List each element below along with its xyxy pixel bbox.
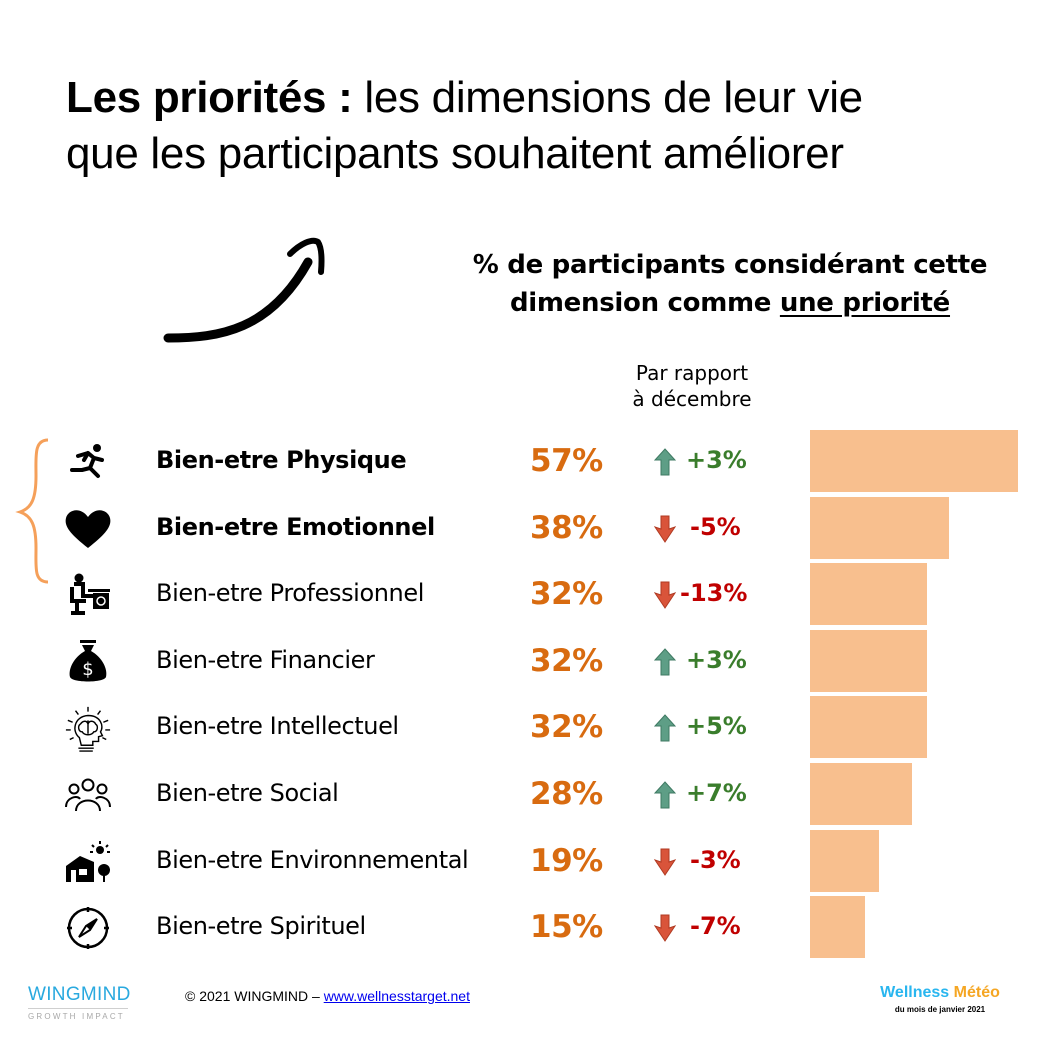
category-label: Bien-etre Intellectuel (156, 712, 399, 741)
heart-icon (64, 507, 112, 551)
category-label: Bien-etre Physique (156, 446, 407, 474)
category-label: Bien-etre Professionnel (156, 579, 424, 608)
bar (810, 563, 927, 626)
highlight-brace (15, 438, 49, 584)
up-arrow-icon (653, 714, 677, 742)
value-label: 57% (530, 443, 603, 479)
copyright: © 2021 WINGMIND – www.wellnesstarget.net (185, 988, 470, 1004)
value-label: 38% (530, 509, 603, 546)
bar (810, 763, 913, 825)
change-label: +3% (686, 645, 747, 674)
chart-row: Bien-etre Social 28% +7% (0, 763, 1040, 825)
svg-text:$: $ (82, 659, 93, 680)
meteo-word1: Wellness (880, 984, 950, 1001)
value-label: 19% (530, 842, 603, 879)
chart-row: Bien-etre Physique 57% +3% (0, 430, 1040, 492)
brain-head-icon (64, 706, 112, 753)
value-label: 15% (530, 909, 603, 946)
change-label: +3% (686, 446, 747, 474)
up-arrow-icon (653, 648, 677, 676)
col-head-line1: Par rapport (635, 361, 749, 385)
compass-icon (64, 906, 112, 950)
col-head-line2: à décembre (632, 387, 752, 411)
title-line2: que les participants souhaitent améliore… (66, 129, 844, 178)
logo-brand: WINGMIND (28, 984, 131, 1005)
subtitle-line1: % de participants considérant cette (472, 250, 988, 280)
change-label: +7% (686, 779, 747, 807)
desk-worker-icon (64, 573, 112, 617)
chart-row: Bien-etre Emotionnel 38% -5% (0, 496, 1040, 559)
value-label: 32% (530, 576, 603, 613)
chart-row: $ Bien-etre Financier 32% +3% (0, 629, 1040, 692)
change-label: -5% (690, 512, 741, 541)
subtitle-underlined: une priorité (779, 288, 951, 318)
value-label: 32% (530, 642, 603, 679)
category-label: Bien-etre Environnemental (156, 845, 469, 874)
down-arrow-icon (653, 914, 677, 943)
copyright-text: © 2021 WINGMIND – (185, 988, 324, 1004)
value-label: 32% (530, 709, 603, 746)
change-column-header: Par rapport à décembre (612, 360, 772, 412)
chart-row: Bien-etre Environnemental 19% -3% (0, 829, 1040, 892)
category-label: Bien-etre Emotionnel (156, 512, 435, 541)
change-label: -3% (690, 845, 741, 874)
category-label: Bien-etre Financier (156, 645, 375, 674)
meteo-word2: Météo (953, 984, 1000, 1001)
logo-divider (28, 1008, 128, 1009)
bar (810, 430, 1018, 492)
bar (810, 696, 927, 759)
meteo-subtitle: du mois de janvier 2021 (894, 1005, 986, 1014)
rising-arrow-icon (163, 237, 325, 343)
up-arrow-icon (653, 781, 677, 809)
bar (810, 896, 865, 959)
page-title: Les priorités : les dimensions de leur v… (66, 70, 1026, 182)
chart-row: Bien-etre Professionnel 32% -13% (0, 563, 1040, 626)
title-line1-rest: les dimensions de leur vie (352, 73, 863, 122)
change-label: -13% (680, 579, 748, 608)
bar (810, 629, 927, 692)
bar (810, 496, 949, 559)
chart-subtitle: % de participants considérant cette dime… (430, 246, 1030, 322)
chart-row: Bien-etre Intellectuel 32% +5% (0, 696, 1040, 759)
down-arrow-icon (653, 848, 677, 876)
chart-row: Bien-etre Spirituel 15% -7% (0, 896, 1040, 959)
wingmind-logo: WINGMIND GROWTH IMPACT (28, 984, 131, 1021)
title-bold: Les priorités : (66, 73, 353, 122)
down-arrow-icon (653, 515, 677, 543)
running-person-icon (64, 440, 112, 484)
house-sun-tree-icon (64, 840, 112, 884)
bar (810, 829, 880, 892)
subtitle-line2-prefix: dimension comme (509, 288, 780, 318)
money-bag-icon: $ (64, 639, 112, 684)
website-link[interactable]: www.wellnesstarget.net (323, 988, 470, 1004)
change-label: +5% (686, 712, 747, 741)
up-arrow-icon (653, 448, 677, 476)
down-arrow-icon (653, 581, 677, 610)
category-label: Bien-etre Social (156, 779, 339, 807)
wellness-meteo-logo: Wellness Météo du mois de janvier 2021 (866, 984, 1014, 1014)
category-label: Bien-etre Spirituel (156, 912, 366, 941)
people-group-icon (64, 773, 112, 817)
value-label: 28% (530, 776, 603, 812)
change-label: -7% (690, 912, 741, 941)
logo-tagline: GROWTH IMPACT (28, 1012, 125, 1021)
